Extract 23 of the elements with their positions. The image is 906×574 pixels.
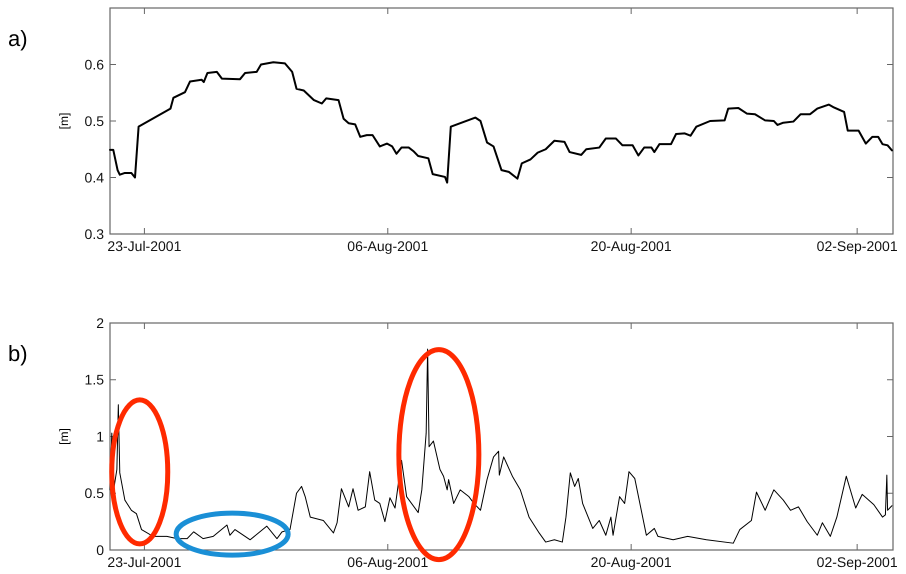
x-tick-label: 02-Sep-2001: [816, 238, 898, 254]
x-tick-label: 20-Aug-2001: [590, 238, 672, 254]
y-tick-label: 0: [96, 542, 104, 558]
text: b): [8, 341, 28, 366]
text: a): [8, 26, 28, 51]
y-tick-label: 0.5: [84, 112, 104, 129]
y-tick-label: 0.4: [84, 169, 104, 186]
y-tick-label: 0.3: [84, 226, 104, 242]
x-tick-label: 23-Jul-2001: [107, 238, 182, 254]
x-tick-label: 06-Aug-2001: [347, 238, 428, 254]
y-tick-label: 1: [96, 428, 104, 444]
line-series: [110, 348, 892, 544]
x-tick-label: 20-Aug-2001: [590, 554, 672, 570]
x-tick-label: 02-Sep-2001: [816, 554, 898, 570]
y-tick-label: 0.5: [84, 485, 104, 502]
y-axis-title: [m]: [57, 112, 71, 130]
y-tick-label: 0.6: [84, 56, 104, 72]
y-axis-title: [m]: [57, 428, 71, 445]
x-tick-label: 06-Aug-2001: [347, 554, 428, 570]
x-tick-label: 23-Jul-2001: [107, 554, 182, 570]
y-tick-label: 2: [96, 314, 104, 331]
line-series: [109, 61, 893, 184]
y-tick-label: 1.5: [84, 372, 104, 388]
